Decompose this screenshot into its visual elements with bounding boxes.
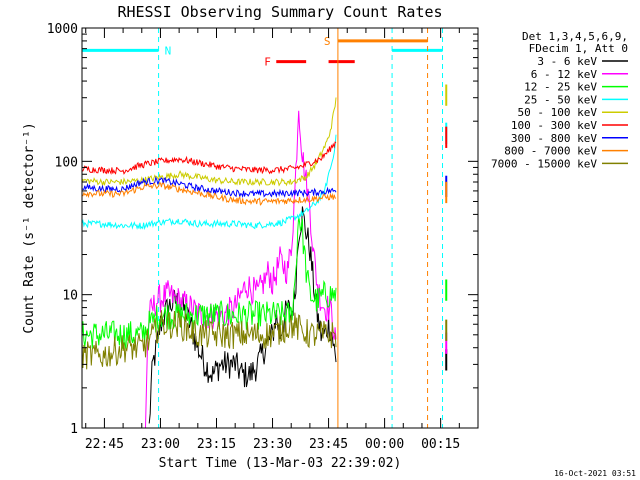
- x-tick-label: 22:45: [85, 437, 124, 452]
- x-tick-label: 00:15: [421, 437, 460, 452]
- y-tick-label: 100: [55, 155, 78, 170]
- series-line-7: [81, 182, 337, 206]
- legend-entry-label: 100 - 300 keV: [511, 119, 597, 132]
- series-line-6: [81, 176, 337, 199]
- legend-entry-label: 25 - 50 keV: [524, 93, 597, 106]
- x-tick-label: 23:30: [253, 437, 292, 452]
- y-tick-label: 1000: [47, 22, 78, 37]
- series-line-4: [81, 97, 337, 187]
- plot-frame: [81, 27, 479, 429]
- series-line-2: [81, 216, 337, 350]
- series-line-3: [81, 134, 337, 231]
- legend-entry-label: 50 - 100 keV: [518, 106, 598, 119]
- axis-ticks: 22:45 23:00 23:15 23:30 23:45 00:00 00:15 1 10 10…: [47, 22, 479, 452]
- flag-f-label: F: [264, 56, 271, 69]
- flag-n-label: N: [165, 44, 172, 57]
- legend-entry-label: 12 - 25 keV: [524, 81, 597, 94]
- y-axis-label: Count Rate (s⁻¹ detector⁻¹): [22, 122, 37, 333]
- series-line-8: [81, 310, 337, 370]
- x-tick-label: 23:15: [197, 437, 236, 452]
- legend-header-1: Det 1,3,4,5,6,9,: [522, 30, 628, 43]
- generation-timestamp: 16-Oct-2021 03:51: [554, 469, 636, 478]
- observing-flags: N F S: [82, 28, 444, 428]
- x-tick-label: 23:45: [309, 437, 348, 452]
- legend-entry-label: 3 - 6 keV: [537, 55, 597, 68]
- y-tick-label: 10: [62, 289, 78, 304]
- legend-header-2: FDecim 1, Att 0: [529, 42, 628, 55]
- x-tick-label: 23:00: [141, 437, 180, 452]
- flag-s-label: S: [324, 35, 331, 48]
- chart-title: RHESSI Observing Summary Count Rates: [117, 3, 442, 21]
- y-tick-label: 1: [70, 422, 78, 437]
- series-line-5: [81, 141, 337, 175]
- legend-entry-label: 6 - 12 keV: [531, 68, 598, 81]
- legend-entry-label: 800 - 7000 keV: [504, 145, 597, 158]
- legend-entry-label: 7000 - 15000 keV: [491, 157, 597, 170]
- x-tick-label: 00:00: [365, 437, 404, 452]
- series-lines: [81, 84, 448, 429]
- x-axis-label: Start Time (13-Mar-03 22:39:02): [159, 456, 402, 471]
- legend-entry-label: 300 - 800 keV: [511, 132, 597, 145]
- legend: Det 1,3,4,5,6,9, FDecim 1, Att 0 3 - 6 k…: [491, 30, 628, 170]
